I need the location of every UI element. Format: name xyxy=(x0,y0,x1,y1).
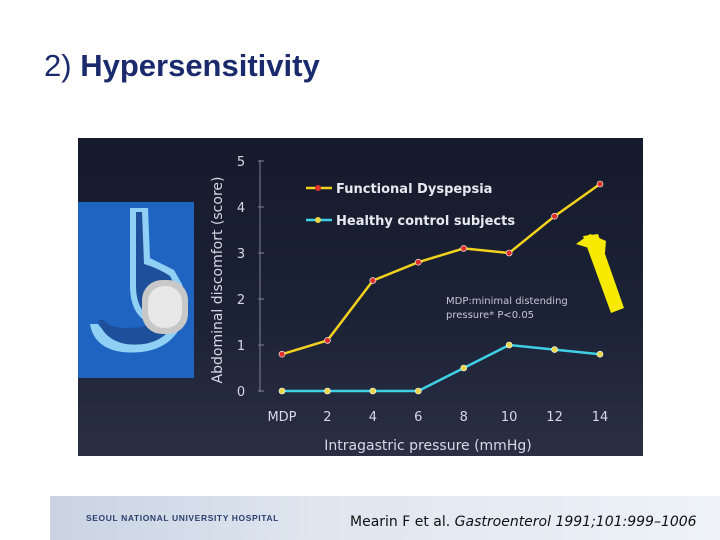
data-point-control xyxy=(369,387,377,395)
y-tick-label: 0 xyxy=(237,385,245,400)
stomach-illustration xyxy=(78,202,194,378)
data-point-dyspepsia xyxy=(278,350,286,358)
x-tick-label: 6 xyxy=(414,410,422,425)
data-point-control xyxy=(324,387,331,395)
data-point-dyspepsia xyxy=(414,258,422,266)
y-tick-label: 5 xyxy=(237,155,245,170)
up-arrow-icon xyxy=(576,234,624,313)
x-tick-label: 8 xyxy=(460,410,468,425)
data-point-control xyxy=(505,341,513,349)
slide-title-text: Hypersensitivity xyxy=(80,48,320,83)
annotation-line-2: pressure* P<0.05 xyxy=(446,310,534,321)
slide-title: 2) Hypersensitivity xyxy=(44,48,320,84)
data-point-control xyxy=(278,387,286,395)
citation-authors: Mearin F et al. xyxy=(350,514,455,530)
data-point-control xyxy=(551,346,558,353)
hospital-name: SEOUL NATIONAL UNIVERSITY HOSPITAL xyxy=(86,513,279,523)
data-point-dyspepsia xyxy=(324,337,331,344)
data-point-dyspepsia xyxy=(551,212,558,220)
x-tick-label: 2 xyxy=(323,410,331,425)
y-tick-label: 1 xyxy=(237,339,245,354)
data-point-dyspepsia xyxy=(505,249,513,257)
series-line-dyspepsia xyxy=(281,182,601,356)
x-tick-label: MDP xyxy=(267,410,296,425)
citation: Mearin F et al. Gastroenterol 1991;101:9… xyxy=(350,514,697,530)
citation-journal: Gastroenterol 1991;101:999–1006 xyxy=(454,514,697,530)
data-point-control xyxy=(414,387,422,395)
y-tick-label: 4 xyxy=(237,201,245,216)
footer-bar: SEOUL NATIONAL UNIVERSITY HOSPITAL Meari… xyxy=(50,496,720,540)
data-point-control xyxy=(596,350,604,358)
data-point-control xyxy=(460,364,468,372)
legend-label-control: Healthy control subjects xyxy=(336,214,515,229)
x-tick-label: 14 xyxy=(592,410,609,425)
x-tick-label: 4 xyxy=(369,410,377,425)
legend: Functional Dyspepsia Healthy control sub… xyxy=(306,182,515,229)
x-axis-label: Intragastric pressure (mmHg) xyxy=(324,438,531,454)
data-point-dyspepsia xyxy=(369,277,377,284)
annotation-line-1: MDP:minimal distending xyxy=(446,296,568,307)
x-tick-label: 10 xyxy=(501,410,518,425)
y-tick-label: 3 xyxy=(237,247,245,262)
series-line-control xyxy=(282,343,601,393)
y-axis-label: Abdominal discomfort (score) xyxy=(210,177,226,384)
legend-label-dyspepsia: Functional Dyspepsia xyxy=(336,182,492,197)
y-tick-label: 2 xyxy=(237,293,245,308)
data-point-dyspepsia xyxy=(460,245,468,252)
data-point-dyspepsia xyxy=(596,180,604,188)
x-tick-label: 12 xyxy=(546,410,563,425)
slide-title-number: 2) xyxy=(44,48,72,83)
